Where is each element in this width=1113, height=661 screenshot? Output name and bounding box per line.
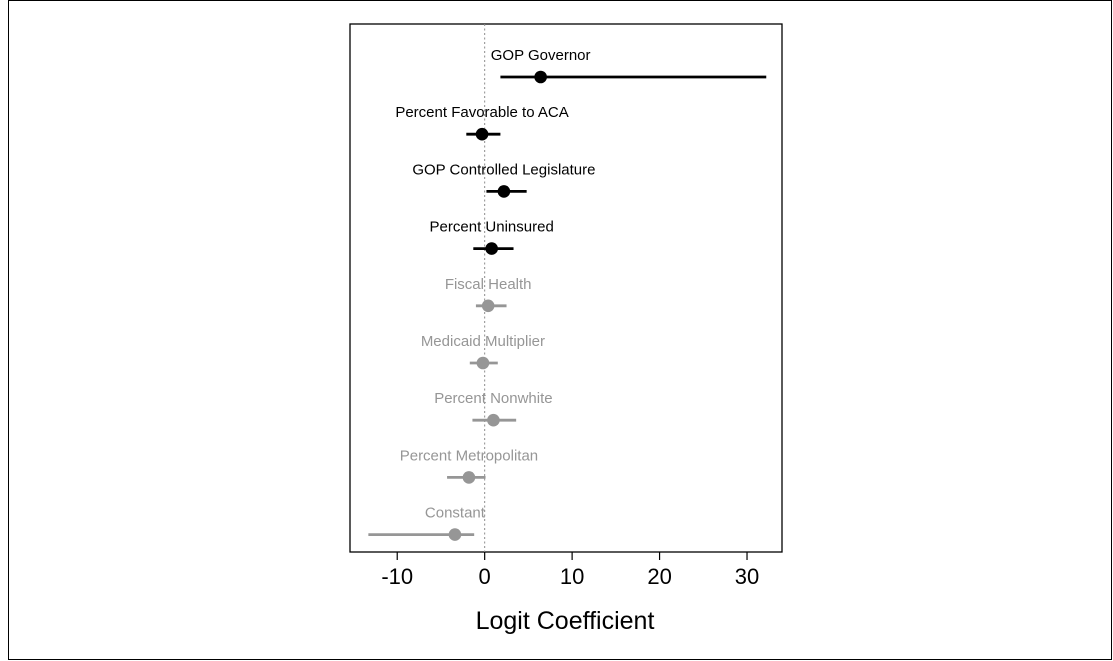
point-estimate — [534, 70, 547, 84]
point-estimate — [462, 471, 476, 484]
coefficient-row: GOP Controlled Legislature — [412, 161, 595, 198]
coefficient-row: Percent Favorable to ACA — [395, 104, 569, 141]
coefficient-label: GOP Governor — [491, 47, 591, 64]
x-tick-label: 30 — [735, 564, 759, 589]
coefficient-label: Fiscal Health — [445, 276, 532, 293]
point-estimate — [481, 299, 495, 313]
coefficient-row: Percent Metropolitan — [400, 447, 538, 484]
point-estimate — [475, 127, 489, 141]
point-estimate — [448, 528, 462, 541]
point-estimate — [476, 356, 490, 370]
x-tick-label: 20 — [647, 564, 671, 589]
x-tick-label: -10 — [381, 564, 413, 589]
coefficient-label: Medicaid Multiplier — [421, 333, 545, 350]
coefficient-label: Percent Metropolitan — [400, 447, 538, 464]
coefficient-row: GOP Governor — [491, 47, 767, 84]
coefficient-label: Percent Nonwhite — [434, 390, 552, 407]
point-estimate — [487, 413, 500, 427]
point-estimate — [485, 242, 498, 255]
x-axis-ticks: -10 0 10 20 30 — [381, 552, 759, 589]
figure-frame: -10 0 10 20 30 GOP Governor Percent Favorable… — [8, 0, 1112, 660]
plot-area — [349, 23, 783, 553]
coefficient-marks: GOP Governor Percent Favorable to ACA GOP … — [368, 47, 767, 541]
coefficient-label: GOP Controlled Legislature — [412, 161, 595, 178]
x-tick-label: 10 — [560, 564, 584, 589]
coefficient-label: Percent Uninsured — [430, 219, 554, 236]
coefficient-label: Percent Favorable to ACA — [395, 104, 568, 121]
point-estimate — [497, 185, 511, 198]
coefficient-row: Constant — [368, 505, 486, 541]
x-axis-label: Logit Coefficient — [476, 607, 655, 635]
coefficient-row: Percent Uninsured — [430, 219, 554, 255]
coefficient-row: Fiscal Health — [445, 276, 532, 313]
x-tick-label: 0 — [479, 564, 491, 589]
coefficient-plot: -10 0 10 20 30 GOP Governor Percent Favorable… — [349, 23, 783, 635]
coefficient-label: Constant — [425, 505, 486, 522]
coefficient-row: Percent Nonwhite — [434, 390, 553, 427]
coefficient-row: Medicaid Multiplier — [421, 333, 545, 370]
